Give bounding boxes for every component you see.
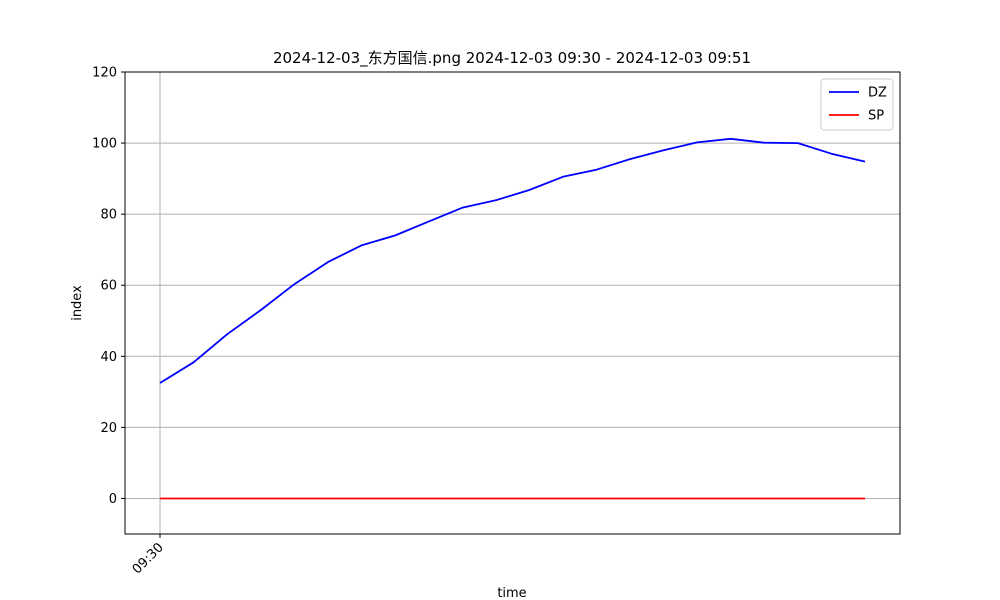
y-axis: 0 20 40 60 80 100 120 xyxy=(92,66,125,507)
legend: DZ SP xyxy=(820,78,894,131)
x-axis: 09:30 xyxy=(130,534,167,577)
legend-label-dz: DZ xyxy=(868,86,887,101)
y-tick-label: 100 xyxy=(92,137,117,152)
y-tick-label: 80 xyxy=(100,208,117,223)
legend-label-sp: SP xyxy=(868,109,884,124)
x-tick-label: 09:30 xyxy=(130,540,167,577)
y-tick-label: 60 xyxy=(100,279,117,294)
series-lines xyxy=(159,137,866,500)
plot-area-frame xyxy=(124,71,901,535)
y-tick-label: 40 xyxy=(100,350,117,365)
y-tick-label: 20 xyxy=(100,421,117,436)
y-axis-title: index xyxy=(70,285,85,321)
chart-title: 2024-12-03_东方国信.png 2024-12-03 09:30 - 2… xyxy=(273,49,751,68)
x-axis-title: time xyxy=(497,586,526,600)
grid-lines xyxy=(125,71,900,534)
y-tick-label: 0 xyxy=(109,492,117,507)
y-tick-label: 120 xyxy=(92,66,117,81)
series-line-dz xyxy=(159,137,866,384)
